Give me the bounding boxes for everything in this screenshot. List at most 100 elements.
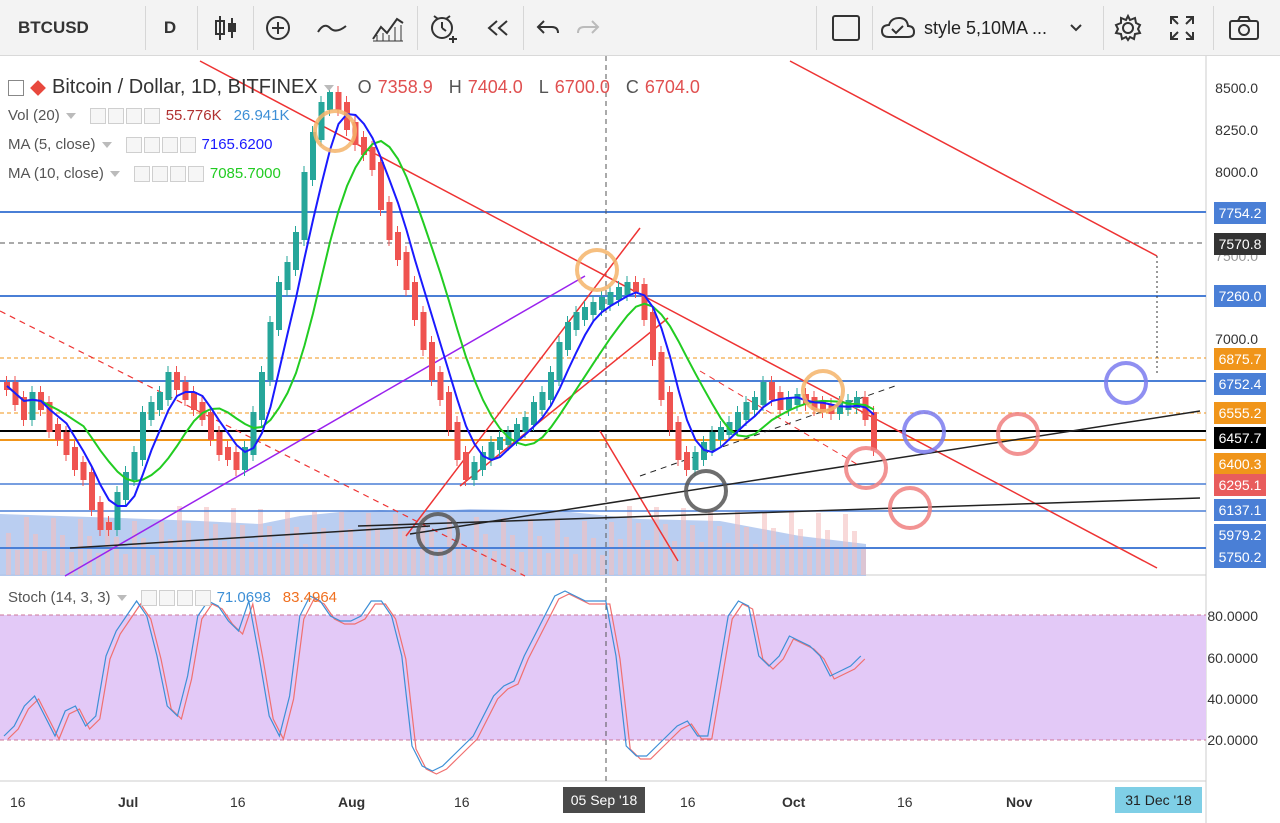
cloud-icon bbox=[880, 16, 916, 38]
candle-body bbox=[412, 282, 418, 320]
collapse-icon[interactable] bbox=[8, 79, 24, 96]
eye-icon[interactable] bbox=[89, 107, 106, 124]
price-tag: 5750.2 bbox=[1214, 546, 1266, 568]
candle-body bbox=[233, 452, 240, 470]
volume-bar bbox=[654, 507, 659, 575]
candle-body bbox=[769, 382, 775, 400]
indicator-controls[interactable] bbox=[140, 589, 211, 606]
toolbar-divider bbox=[1103, 6, 1104, 50]
style-template-label: style 5,10MA ... bbox=[924, 17, 1048, 38]
low-label: L bbox=[538, 77, 549, 97]
fullscreen-icon[interactable] bbox=[1162, 8, 1202, 48]
volume-value: 55.776K bbox=[165, 107, 222, 124]
chart-area[interactable]: Bitcoin / Dollar, 1D, BITFINEX O 7358.9 H… bbox=[0, 56, 1280, 823]
gear-icon[interactable] bbox=[151, 165, 168, 182]
gear-icon[interactable] bbox=[143, 136, 160, 153]
redo-icon[interactable] bbox=[568, 8, 608, 48]
candle-body bbox=[131, 452, 138, 480]
eye-icon[interactable] bbox=[125, 136, 142, 153]
close-icon[interactable] bbox=[194, 589, 211, 606]
close-icon[interactable] bbox=[179, 136, 196, 153]
volume-name: Vol (20) bbox=[8, 107, 60, 124]
volume-bar bbox=[393, 514, 398, 575]
candle-body bbox=[216, 432, 223, 455]
alert-icon[interactable] bbox=[422, 8, 466, 48]
volume-bar bbox=[825, 530, 830, 575]
volume-legend[interactable]: Vol (20) 55.776K 26.941K bbox=[8, 107, 289, 124]
close-icon[interactable] bbox=[143, 107, 160, 124]
plus-icon[interactable] bbox=[176, 589, 193, 606]
main-series-legend: Bitcoin / Dollar, 1D, BITFINEX O 7358.9 H… bbox=[8, 76, 700, 99]
plus-icon[interactable] bbox=[161, 136, 178, 153]
volume-bar bbox=[60, 535, 65, 575]
chevron-down-icon[interactable] bbox=[65, 112, 76, 119]
compare-icon[interactable] bbox=[312, 8, 352, 48]
volume-bar bbox=[663, 524, 668, 575]
eye-icon[interactable] bbox=[133, 165, 150, 182]
volume-bar bbox=[375, 530, 380, 575]
chevron-down-icon bbox=[1070, 24, 1082, 32]
candle-body bbox=[301, 172, 308, 240]
stoch-legend[interactable]: Stoch (14, 3, 3) 71.0698 83.4964 bbox=[8, 589, 337, 606]
eye-icon[interactable] bbox=[140, 589, 157, 606]
indicator-controls[interactable] bbox=[125, 136, 196, 153]
volume-bar bbox=[204, 507, 209, 575]
chart-title[interactable]: Bitcoin / Dollar, 1D, BITFINEX bbox=[52, 76, 318, 98]
trend-line bbox=[409, 410, 1201, 535]
toolbar-divider bbox=[417, 6, 418, 50]
undo-icon[interactable] bbox=[528, 8, 568, 48]
volume-bar bbox=[6, 533, 11, 575]
symbol-search-button[interactable]: BTCUSD bbox=[0, 8, 145, 48]
settings-icon[interactable] bbox=[1108, 8, 1148, 48]
style-template-dropdown[interactable]: style 5,10MA ... bbox=[880, 8, 1102, 48]
indicator-controls[interactable] bbox=[89, 107, 160, 124]
candle-body bbox=[692, 452, 699, 470]
plus-icon[interactable] bbox=[125, 107, 142, 124]
chevron-down-icon[interactable] bbox=[323, 84, 334, 91]
gear-icon[interactable] bbox=[107, 107, 124, 124]
time-tick: Jul bbox=[118, 794, 139, 810]
price-tag: 6295.1 bbox=[1214, 474, 1266, 496]
plus-icon[interactable] bbox=[169, 165, 186, 182]
volume-bar bbox=[546, 553, 551, 575]
chevron-down-icon[interactable] bbox=[109, 170, 120, 177]
volume-bar bbox=[690, 525, 695, 575]
annotation-circle bbox=[416, 512, 460, 556]
candle-body bbox=[199, 402, 206, 420]
candle-body bbox=[250, 412, 257, 455]
candle-body bbox=[225, 447, 231, 460]
volume-bar bbox=[798, 529, 803, 575]
indicators-icon[interactable] bbox=[258, 8, 298, 48]
chevron-down-icon[interactable] bbox=[116, 594, 127, 601]
end-date-label: 31 Dec '18 bbox=[1115, 787, 1202, 813]
volume-ma-value: 26.941K bbox=[233, 107, 290, 124]
chevron-down-icon[interactable] bbox=[101, 141, 112, 148]
volume-bar bbox=[339, 512, 344, 575]
replay-icon[interactable] bbox=[478, 8, 518, 48]
close-icon[interactable] bbox=[187, 165, 204, 182]
drawing-tools-icon[interactable] bbox=[366, 8, 410, 48]
candle-body bbox=[667, 392, 673, 430]
volume-bar bbox=[537, 536, 542, 575]
ma5-legend[interactable]: MA (5, close) 7165.6200 bbox=[8, 136, 272, 153]
candle-body bbox=[650, 312, 656, 360]
interval-button[interactable]: D bbox=[150, 8, 190, 48]
stoch-k-line bbox=[3, 590, 862, 772]
bar-type-icon[interactable] bbox=[206, 8, 246, 48]
ma10-legend[interactable]: MA (10, close) 7085.7000 bbox=[8, 165, 281, 182]
time-tick: Aug bbox=[338, 794, 366, 810]
volume-bar bbox=[681, 508, 686, 575]
price-chart[interactable] bbox=[0, 56, 1280, 823]
volume-bar bbox=[573, 554, 578, 575]
camera-icon[interactable] bbox=[1222, 8, 1266, 48]
annotation-circle bbox=[844, 446, 888, 490]
volume-bar bbox=[447, 516, 452, 575]
interval-label: D bbox=[163, 18, 177, 37]
indicator-controls[interactable] bbox=[133, 165, 204, 182]
candle-body bbox=[641, 284, 648, 320]
price-tick: 8500.0 bbox=[1215, 80, 1258, 96]
toolbar-divider bbox=[872, 6, 873, 50]
gear-icon[interactable] bbox=[158, 589, 175, 606]
fullscreen-checkbox-icon[interactable] bbox=[826, 8, 866, 48]
candle-body bbox=[140, 412, 146, 460]
